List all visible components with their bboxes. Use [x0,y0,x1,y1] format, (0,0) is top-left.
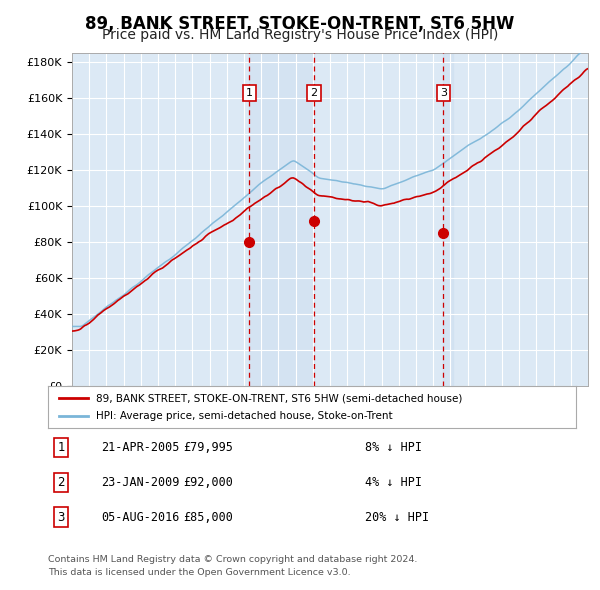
Text: 89, BANK STREET, STOKE-ON-TRENT, ST6 5HW: 89, BANK STREET, STOKE-ON-TRENT, ST6 5HW [85,15,515,33]
Text: 1: 1 [58,441,65,454]
Text: 8% ↓ HPI: 8% ↓ HPI [365,441,422,454]
Text: Contains HM Land Registry data © Crown copyright and database right 2024.: Contains HM Land Registry data © Crown c… [48,555,418,563]
Text: 4% ↓ HPI: 4% ↓ HPI [365,476,422,489]
Text: This data is licensed under the Open Government Licence v3.0.: This data is licensed under the Open Gov… [48,568,350,576]
Text: £85,000: £85,000 [183,511,233,524]
Text: 2: 2 [310,88,317,98]
Text: 2: 2 [58,476,65,489]
Text: 3: 3 [58,511,65,524]
Text: 05-AUG-2016: 05-AUG-2016 [101,511,179,524]
Text: 23-JAN-2009: 23-JAN-2009 [101,476,179,489]
Text: £79,995: £79,995 [183,441,233,454]
Text: 20% ↓ HPI: 20% ↓ HPI [365,511,429,524]
Text: 1: 1 [245,88,253,98]
Text: 3: 3 [440,88,447,98]
Text: HPI: Average price, semi-detached house, Stoke-on-Trent: HPI: Average price, semi-detached house,… [95,411,392,421]
Text: Price paid vs. HM Land Registry's House Price Index (HPI): Price paid vs. HM Land Registry's House … [102,28,498,42]
Text: 21-APR-2005: 21-APR-2005 [101,441,179,454]
Bar [249,53,314,386]
Text: £92,000: £92,000 [183,476,233,489]
Text: 89, BANK STREET, STOKE-ON-TRENT, ST6 5HW (semi-detached house): 89, BANK STREET, STOKE-ON-TRENT, ST6 5HW… [95,393,462,403]
Bar [443,53,453,386]
